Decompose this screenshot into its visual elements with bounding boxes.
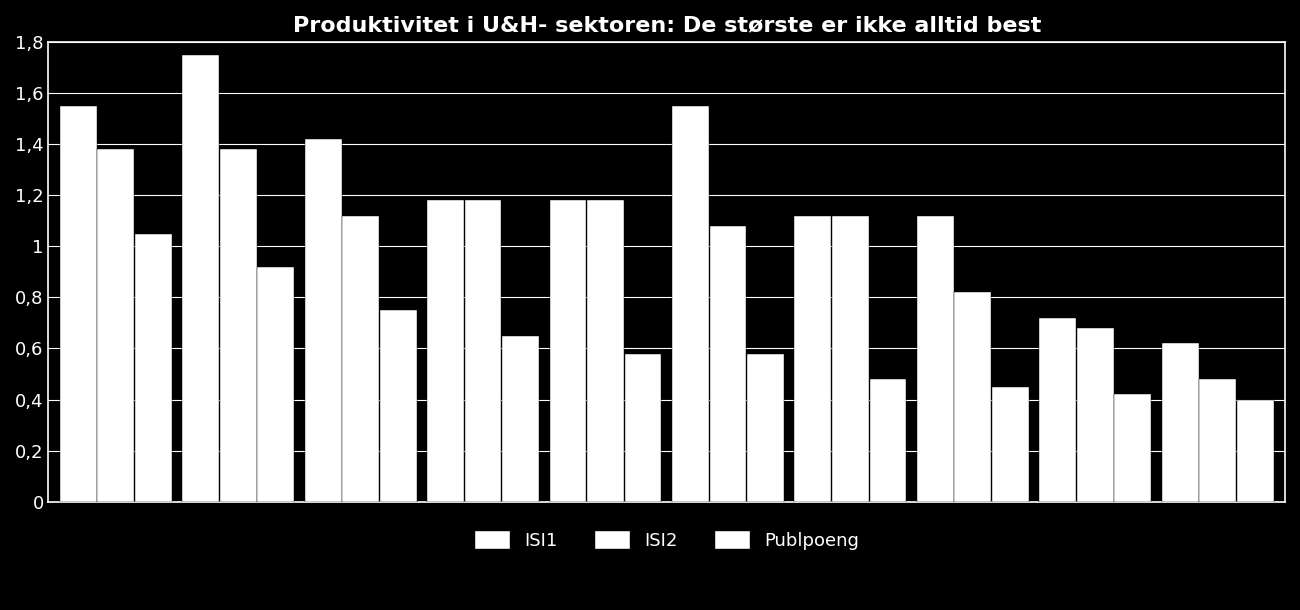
Bar — [502, 336, 540, 501]
Bar — [1162, 343, 1199, 501]
Bar — [1200, 379, 1236, 501]
Bar — [220, 149, 256, 501]
Bar — [672, 106, 708, 501]
Bar — [428, 201, 464, 501]
Bar — [60, 106, 96, 501]
Bar — [1076, 328, 1114, 501]
Bar — [625, 354, 662, 501]
Bar — [135, 234, 172, 501]
Bar — [916, 216, 954, 501]
Bar — [304, 139, 342, 501]
Bar — [98, 149, 134, 501]
Bar — [380, 310, 416, 501]
Bar — [182, 55, 220, 501]
Title: Produktivitet i U&H- sektoren: De største er ikke alltid best: Produktivitet i U&H- sektoren: De størst… — [292, 15, 1041, 35]
Bar — [794, 216, 831, 501]
Bar — [257, 267, 294, 501]
Bar — [1039, 318, 1076, 501]
Bar — [1114, 395, 1152, 501]
Bar — [992, 387, 1028, 501]
Bar — [342, 216, 380, 501]
Bar — [710, 226, 746, 501]
Bar — [832, 216, 868, 501]
Legend: ISI1, ISI2, Publpoeng: ISI1, ISI2, Publpoeng — [467, 523, 867, 557]
Bar — [1236, 400, 1274, 501]
Bar — [747, 354, 784, 501]
Bar — [550, 201, 586, 501]
Bar — [954, 292, 991, 501]
Bar — [870, 379, 906, 501]
Bar — [464, 201, 502, 501]
Bar — [588, 201, 624, 501]
